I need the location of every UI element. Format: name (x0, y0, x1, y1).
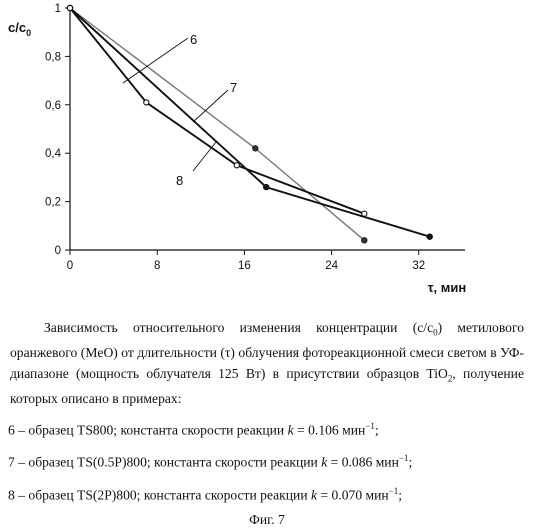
series-8-leader (193, 142, 216, 171)
series-8-point (362, 211, 367, 216)
series-7-label: 7 (230, 80, 237, 95)
y-axis-label: c/c0 (8, 20, 31, 38)
chart: 00,20,40,60,81 08162432 c/c0 τ, мин 6 7 … (0, 0, 534, 300)
figure-number: Фиг. 7 (0, 510, 534, 530)
series-8-point (234, 163, 239, 168)
x-tick-label: 32 (412, 260, 425, 272)
x-tick-label: 24 (325, 260, 338, 272)
y-tick-label: 0,2 (45, 197, 61, 209)
x-tick-label: 16 (238, 260, 251, 272)
series-7-point (427, 234, 433, 240)
series-6-point (361, 237, 367, 243)
y-tick-label: 0,6 (45, 100, 61, 112)
series-8-point (144, 100, 149, 105)
series-7-line (70, 8, 430, 237)
caption-description: Зависимость относительного изменения кон… (10, 318, 524, 409)
caption-sample-7: 7 – образец TS(0.5P)800; константа скоро… (8, 448, 534, 473)
series-6-point (252, 145, 258, 151)
series-8-line (70, 8, 364, 214)
series-8-point (67, 5, 72, 10)
series-8-label: 8 (176, 173, 183, 188)
x-tick-label: 8 (154, 260, 160, 272)
series-6-label: 6 (190, 32, 197, 47)
x-axis-label: τ, мин (428, 280, 467, 295)
y-tick-label: 0 (55, 245, 61, 257)
y-tick-label: 0,8 (45, 51, 61, 63)
series-6-leader (123, 38, 188, 83)
y-tick-label: 1 (55, 3, 61, 15)
x-tick-label: 0 (67, 260, 73, 272)
caption-sample-8: 8 – образец TS(2P)800; константа скорост… (8, 481, 534, 506)
caption-sample-6: 6 – образец TS800; константа скорости ре… (8, 416, 534, 441)
figure-caption: Зависимость относительного изменения кон… (0, 318, 534, 530)
y-tick-label: 0,4 (45, 148, 62, 160)
series-7-point (263, 184, 269, 190)
series-6-line (70, 8, 364, 240)
